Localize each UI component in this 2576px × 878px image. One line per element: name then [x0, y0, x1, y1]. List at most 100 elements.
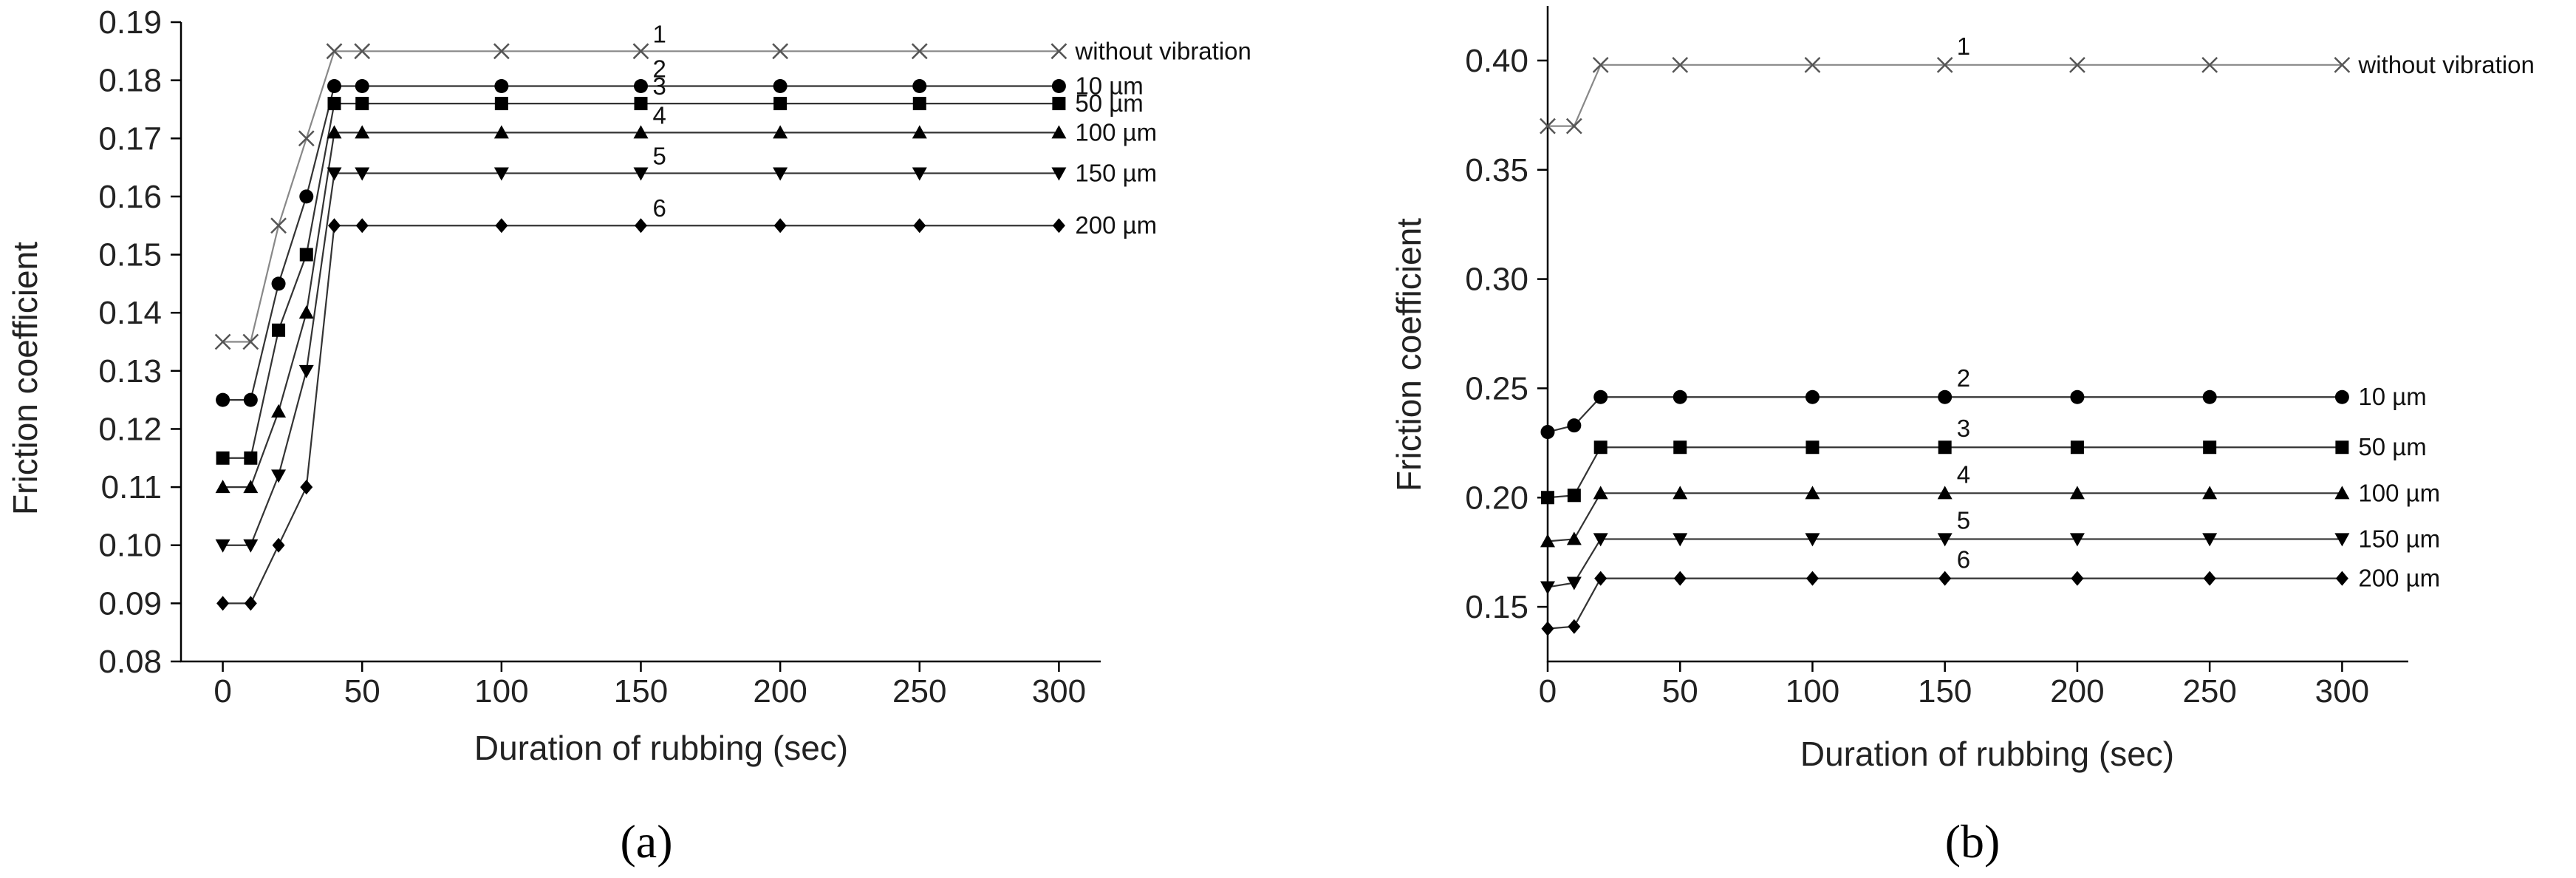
chart-b-series-4-point — [1540, 534, 1555, 548]
chart-b-series-1-point — [1936, 56, 1953, 73]
chart-a-series-6: 6 200 µm — [216, 194, 1157, 611]
chart-a-series-4-point — [215, 480, 230, 494]
chart-a-series-1-label: without vibration — [1074, 37, 1251, 64]
chart-b-series-3-point — [1805, 440, 1820, 455]
chart-b-series-6-point — [1541, 621, 1554, 636]
chart-a-series-2-number: 2 — [653, 55, 666, 83]
chart-b-x-tick-label: 250 — [2182, 673, 2236, 709]
chart-a-y-tick-label: 0.13 — [98, 353, 162, 389]
chart-a-series-2-label: 10 µm — [1075, 72, 1143, 100]
chart-a-series-6-line — [222, 225, 1059, 605]
chart-a-series-4-line — [222, 132, 1059, 489]
chart-a-series-1-point — [242, 333, 259, 350]
chart-b-series-6-number: 6 — [1957, 546, 1970, 574]
chart-a-series-4-number: 4 — [653, 101, 666, 129]
chart-b-series-1-point — [2201, 56, 2218, 73]
chart-b-series-1-point — [1804, 56, 1821, 73]
chart-b-series-6-point — [1594, 571, 1608, 586]
chart-b-x-tick-label: 50 — [1662, 673, 1698, 709]
chart-a-series-3-point — [355, 97, 369, 111]
chart-b-x-tick-label: 300 — [2315, 673, 2369, 709]
chart-a-series-6-label: 200 µm — [1075, 211, 1157, 239]
chart-a-series-4-point — [298, 305, 314, 319]
chart-b-series-3: 3 50 µm — [1541, 415, 2427, 505]
chart-b-series-5-point — [1566, 576, 1582, 591]
chart-b-series-2-point — [2070, 389, 2085, 404]
chart-a-series-6-point — [635, 218, 647, 234]
chart-a-series-1-point — [772, 43, 789, 60]
chart-b-series-6-line — [1547, 577, 2343, 630]
chart-a-series-3-point — [272, 323, 286, 337]
chart-b-y-tick-label: 0.40 — [1465, 43, 1528, 79]
chart-a-series-4-point — [1051, 125, 1067, 139]
chart-a-x-tick-label: 50 — [344, 673, 380, 709]
chart-a-series-2: 2 10 µm — [216, 55, 1144, 407]
chart-a-series-3-number: 3 — [653, 72, 666, 100]
chart-b-series-5-label: 150 µm — [2358, 525, 2440, 552]
chart-b-series-5: 5 150 µm — [1540, 506, 2440, 595]
chart-a-y-tick-label: 0.17 — [98, 120, 162, 157]
chart-a-series-6-point — [216, 596, 230, 611]
chart-a-series-3-point — [773, 97, 788, 111]
chart-b-series-4-point — [2069, 486, 2085, 500]
chart-b-series-3-point — [1541, 491, 1554, 505]
chart-a-series-6-point — [355, 218, 369, 234]
chart-b-y-tick-label: 0.20 — [1465, 480, 1528, 516]
chart-a-series-5-point — [327, 167, 342, 181]
chart-a-series-4-point — [243, 480, 259, 494]
chart-a-y-tick-label: 0.19 — [98, 4, 162, 41]
chart-b-series-5-point — [2334, 533, 2350, 547]
chart-b-series-3-label: 50 µm — [2358, 433, 2426, 460]
chart-b-series-5-number: 5 — [1957, 506, 1970, 534]
chart-a-series-3-point — [299, 248, 313, 262]
chart-b-series-3-point — [2203, 440, 2217, 455]
chart-b-series-2-point — [1540, 425, 1555, 440]
chart-a-series-5: 5 150 µm — [215, 142, 1157, 553]
chart-b-series-6-label: 200 µm — [2358, 565, 2440, 592]
chart-b-series-1-point — [2334, 56, 2351, 73]
chart-b-series-1-line — [1548, 64, 2343, 127]
chart-b-series-3-point — [2335, 440, 2349, 455]
chart-a-series-3-point — [494, 97, 508, 111]
chart-a-series-1-point — [326, 43, 343, 60]
chart-b-axes — [1546, 6, 2408, 663]
chart-b-series-6-point — [1938, 571, 1952, 586]
chart-b-series-4-point — [1937, 486, 1953, 500]
chart-b-series-2-point — [1805, 389, 1820, 404]
chart-b-series-3-number: 3 — [1957, 415, 1970, 442]
chart-a-series-5-point — [912, 167, 927, 181]
chart-a-series-3-point — [1052, 97, 1066, 111]
chart-a-series-4-label: 100 µm — [1075, 118, 1157, 146]
chart-a-x-tick-label: 150 — [614, 673, 668, 709]
chart-a-series-3-line — [222, 102, 1059, 459]
chart-b-series-6: 6 200 µm — [1541, 546, 2440, 636]
chart-a-series-6-number: 6 — [653, 194, 666, 222]
chart-a-series-5-point — [493, 167, 509, 181]
chart-b-series-4-point — [1566, 531, 1582, 545]
chart-b-series-6-point — [2203, 571, 2216, 586]
chart-a-series-6-point — [913, 218, 926, 234]
chart-b-series-3-point — [1567, 489, 1581, 503]
chart-a-series-1-point — [911, 43, 928, 60]
chart-b-series-2-number: 2 — [1957, 364, 1970, 392]
chart-b-series-5-point — [1937, 533, 1953, 547]
chart-a-x-tick-label: 200 — [753, 673, 807, 709]
chart-a-y-tick-label: 0.18 — [98, 63, 162, 99]
chart-b-series-2-point — [2334, 389, 2349, 404]
chart-a-x-tick-label: 100 — [474, 673, 528, 709]
chart-a-series-5-point — [298, 364, 314, 378]
chart-b-series-1: 1 without vibration — [1540, 33, 2535, 135]
chart-a-series-5-point — [773, 167, 788, 181]
chart-a-panel-label: (a) — [620, 815, 672, 868]
chart-a-series-2-point — [1051, 79, 1066, 93]
chart-a-y-tick-label: 0.15 — [98, 237, 162, 273]
chart-a-series-2-point — [634, 79, 648, 93]
chart-b-x-tick-label: 150 — [1918, 673, 1972, 709]
chart-a-series-4-point — [633, 125, 649, 139]
chart-b-series-4-number: 4 — [1957, 460, 1970, 488]
chart-b-x-axis-title: Duration of rubbing (sec) — [1800, 735, 2174, 773]
chart-a-series-3-label: 50 µm — [1075, 89, 1143, 117]
chart-a-series-1-number: 1 — [653, 20, 666, 47]
chart-a-series-6-point — [328, 218, 341, 234]
chart-a-series-4-point — [271, 404, 287, 418]
